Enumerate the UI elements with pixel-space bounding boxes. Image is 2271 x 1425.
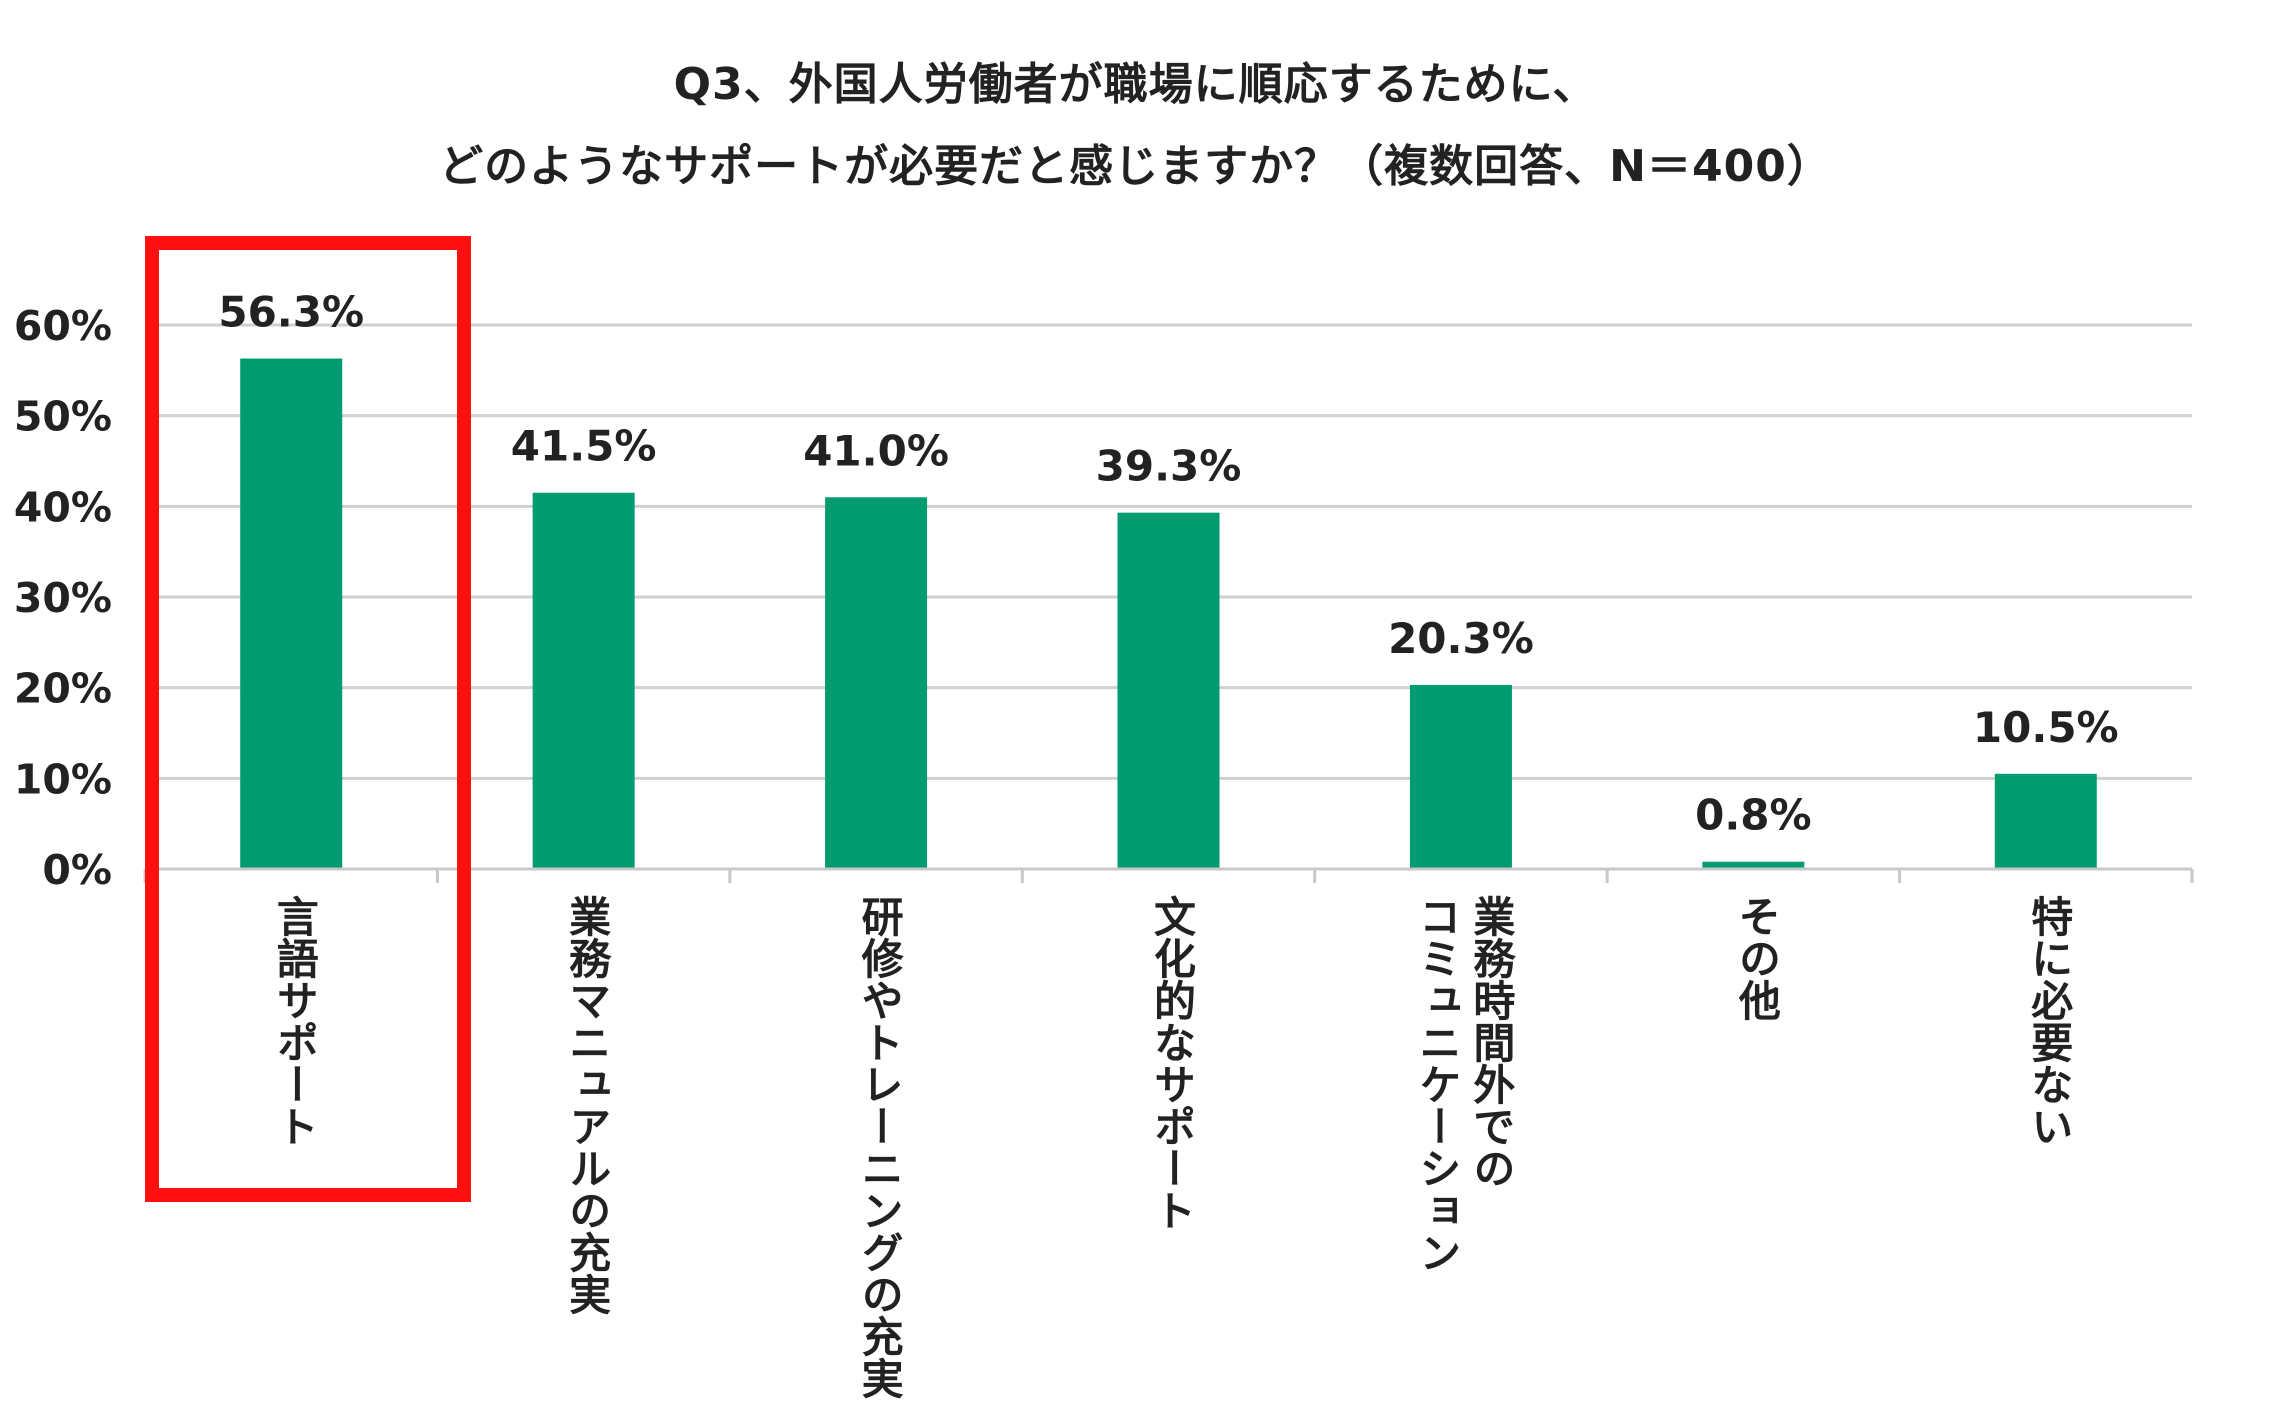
chart-title-line1: Q3、外国人労働者が職場に順応するために、 bbox=[673, 59, 1598, 110]
category-label: 特に必要ない bbox=[2024, 895, 2074, 1147]
data-label: 56.3% bbox=[218, 288, 364, 337]
data-label: 41.5% bbox=[511, 422, 657, 471]
bar bbox=[1702, 861, 1805, 869]
y-tick-label: 20% bbox=[14, 665, 112, 713]
highlight-box bbox=[145, 236, 471, 1202]
category-label: 研修やトレーニングの充実 bbox=[855, 895, 905, 1399]
bar bbox=[1409, 684, 1512, 869]
y-tick-label: 50% bbox=[14, 393, 112, 441]
chart-title-line2: どのようなサポートが必要だと感じますか？（複数回答、N＝400） bbox=[439, 141, 1832, 192]
y-tick-label: 10% bbox=[14, 755, 112, 803]
x-axis bbox=[143, 867, 2194, 883]
bar bbox=[825, 497, 928, 869]
category-label: 文化的なサポート bbox=[1147, 895, 1197, 1231]
category-label: コミュニケーション bbox=[1412, 895, 1462, 1273]
data-label: 39.3% bbox=[1096, 442, 1242, 491]
data-label: 10.5% bbox=[1973, 703, 2119, 752]
bar bbox=[532, 492, 635, 869]
y-tick-label: 30% bbox=[14, 574, 112, 622]
data-label: 20.3% bbox=[1388, 614, 1534, 663]
y-tick-label: 40% bbox=[14, 483, 112, 531]
data-label: 41.0% bbox=[803, 426, 949, 475]
bar bbox=[240, 358, 343, 869]
y-tick-label: 0% bbox=[42, 846, 112, 894]
bar bbox=[1117, 512, 1220, 869]
category-label: その他 bbox=[1732, 895, 1782, 1021]
category-label: 業務マニュアルの充実 bbox=[562, 895, 612, 1315]
bars bbox=[240, 358, 2097, 869]
y-tick-label: 60% bbox=[14, 302, 112, 350]
bar bbox=[1994, 773, 2097, 869]
category-label: 言語サポート bbox=[270, 895, 320, 1147]
data-label: 0.8% bbox=[1695, 791, 1811, 840]
y-axis: 0% 10% 20% 30% 40% 50% 60% bbox=[14, 302, 112, 894]
data-labels: 56.3% 41.5% 41.0% 39.3% 20.3% 0.8% 10.5% bbox=[218, 288, 2118, 840]
category-label: 業務時間外での bbox=[1466, 895, 1516, 1189]
